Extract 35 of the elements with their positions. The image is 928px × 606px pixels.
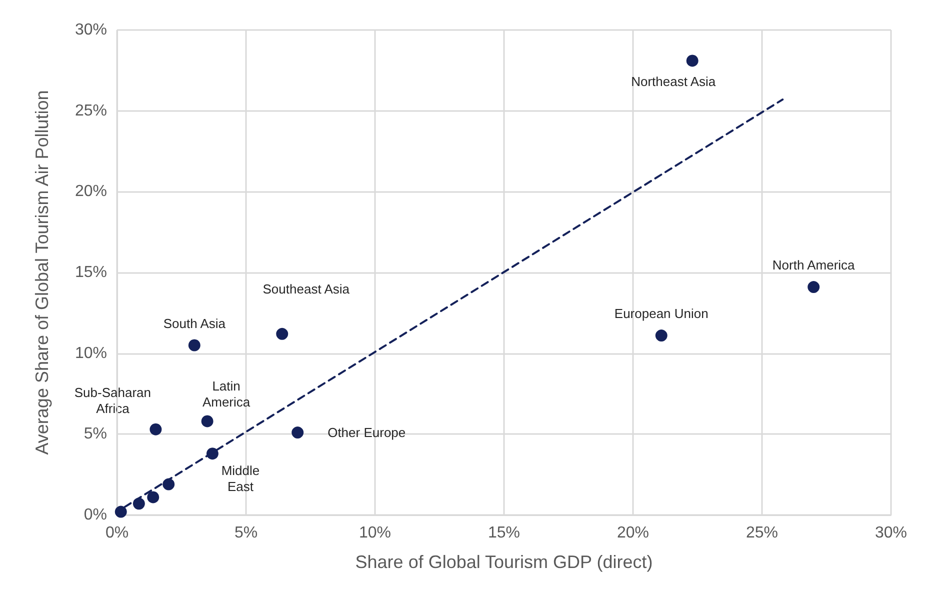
x-tick-label: 25% (746, 524, 778, 542)
x-tick-label: 20% (616, 524, 650, 542)
y-tick-label: 5% (84, 426, 107, 443)
y-tick-label: 20% (74, 183, 107, 200)
y-tick-label: 30% (74, 22, 107, 38)
annotation: Other Europe (328, 425, 406, 440)
point (292, 426, 304, 439)
annotation: Southeast Asia (262, 281, 350, 296)
point (114, 506, 127, 518)
point (201, 415, 214, 428)
annotation: North America (772, 258, 856, 273)
annotation: European Union (614, 306, 708, 322)
x-tick-label: 15% (488, 524, 520, 542)
y-tick-label: 25% (74, 102, 107, 120)
x-axis-title: Share of Global Tourism GDP (direct) (355, 552, 653, 572)
point (808, 281, 820, 294)
x-tick-label: 30% (874, 524, 908, 542)
point (147, 491, 160, 504)
x-tick-label: 10% (358, 524, 392, 542)
point (188, 339, 200, 352)
x-tick-label: 0% (105, 524, 129, 542)
y-tick-label: 0% (84, 506, 107, 524)
point (150, 423, 162, 436)
annotation: Northeast Asia (631, 74, 716, 90)
annotation: Latin America (202, 378, 251, 410)
y-tick-label: 10% (74, 344, 107, 362)
y-tick-label: 15% (74, 264, 107, 281)
point (686, 54, 698, 67)
annotation: South Asia (163, 316, 226, 331)
annotation: Middle East (221, 463, 260, 494)
x-tick-label: 5% (234, 524, 258, 542)
y-axis-title: Average Share of Global Tourism Air Pollution (32, 90, 52, 455)
point (276, 328, 288, 340)
point (655, 330, 668, 342)
annotation: Sub-Saharan Africa (74, 384, 152, 416)
